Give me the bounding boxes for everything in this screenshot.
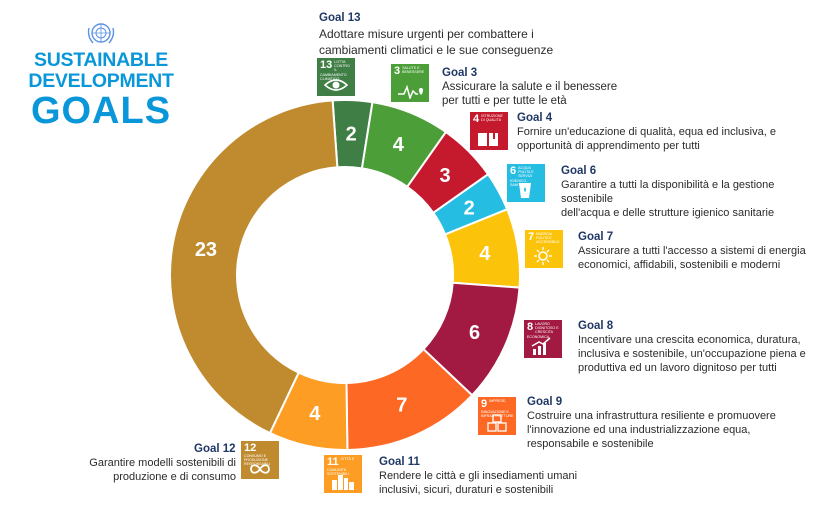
- sdg-logo: SUSTAINABLE DEVELOPMENT GOALS: [26, 20, 176, 130]
- goal-3-tile-text: Salute e benessere: [402, 66, 425, 75]
- goal-6-desc-2: dell'acqua e delle strutture igienico sa…: [561, 207, 775, 219]
- goal-9-tile-number: 9: [481, 398, 488, 410]
- water-glass-icon: [519, 183, 531, 198]
- goal-8-tile-number: 8: [527, 321, 534, 333]
- logo-line-development: DEVELOPMENT: [28, 70, 174, 92]
- donut-label-goal-11: 4: [309, 403, 321, 425]
- goal-13-tile-text: Lotta contro il cambiamento climatico: [320, 60, 350, 81]
- donut-label-goal-7: 4: [479, 243, 491, 265]
- goal-7-tile-text: Energia pulita e accessibile: [536, 232, 560, 245]
- goal-9-desc-3: responsabile e sostenibile: [527, 438, 654, 450]
- goal-12-tile-text: Consumo e produzione responsabili: [244, 454, 271, 467]
- goal-7-title: Goal 7: [578, 231, 614, 243]
- goal-3-text: Goal 3 Assicurare la salute e il benesse…: [442, 66, 617, 108]
- donut-label-goal-6: 2: [464, 197, 475, 219]
- donut-label-goal-9: 7: [396, 395, 407, 417]
- goal-3-desc-2: per tutti e per tutte le età: [442, 95, 567, 107]
- donut-label-goal-13: 2: [346, 124, 357, 146]
- goal-12-text: Goal 12 Garantire modelli sostenibili di…: [84, 442, 236, 484]
- goal-13-title: Goal 13: [319, 12, 361, 24]
- goal-12-desc-2: produzione e di consumo: [113, 471, 236, 483]
- goal-7-text: Goal 7 Assicurare a tutti l'accesso a si…: [578, 230, 806, 272]
- goal-8-text: Goal 8 Incentivare una crescita economic…: [578, 319, 806, 375]
- cubes-icon: [487, 414, 507, 432]
- goal-6-title: Goal 6: [561, 165, 597, 177]
- goal-6-tile-text: Acqua pulita e servizi igienico-sanitari: [510, 166, 534, 187]
- goal-6-text: Goal 6 Garantire a tutti la disponibilit…: [561, 164, 821, 220]
- eye-globe-icon: [324, 79, 348, 91]
- goal-11-tile-text: Città e comunità sostenibili: [327, 457, 355, 477]
- infinity-icon: [250, 464, 270, 474]
- logo-line-goals: GOALS: [30, 90, 172, 132]
- goal-13-text: Goal 13 Adottare misure urgenti per comb…: [319, 10, 553, 58]
- book-icon: [478, 131, 498, 146]
- goal-7-tile: 7 Energia pulita e accessibile: [525, 230, 563, 268]
- goal-9-desc-2: l'innovazione ed una industrializzazione…: [527, 424, 751, 436]
- goal-7-tile-number: 7: [528, 231, 535, 243]
- goal-4-text: Goal 4 Fornire un'educazione di qualità,…: [517, 111, 776, 153]
- un-emblem-icon: [87, 23, 115, 44]
- goal-12-title: Goal 12: [194, 443, 236, 455]
- goal-8-title: Goal 8: [578, 320, 614, 332]
- goal-8-desc-2: inclusiva e sostenibile, un'occupazione …: [578, 348, 806, 360]
- goal-8-tile-text: Lavoro dignitoso e crescita economica: [527, 322, 559, 339]
- goal-6-tile-number: 6: [510, 165, 517, 177]
- goal-6-desc-1: Garantire a tutti la disponibilità e la …: [561, 179, 775, 205]
- goal-9-title: Goal 9: [527, 396, 563, 408]
- heartbeat-icon: [398, 85, 423, 99]
- goal-11-desc-2: inclusivi, sicuri, duraturi e sostenibil…: [379, 484, 554, 496]
- goal-13-tile-number: 13: [320, 59, 333, 71]
- goal-3-title: Goal 3: [442, 67, 478, 79]
- goal-13-tile: 13 Lotta contro il cambiamento climatico: [317, 58, 355, 96]
- donut-label-goal-12: 23: [195, 239, 217, 261]
- goal-4-desc-1: Fornire un'educazione di qualità, equa e…: [517, 126, 776, 138]
- goal-13-desc-2: cambiamenti climatici e le sue conseguen…: [319, 43, 554, 57]
- goal-7-desc-1: Assicurare a tutti l'accesso a sistemi d…: [578, 245, 806, 257]
- donut-label-goal-4: 3: [440, 165, 451, 187]
- goal-9-text: Goal 9 Costruire una infrastruttura resi…: [527, 395, 776, 451]
- goal-12-desc-1: Garantire modelli sostenibili di: [89, 457, 236, 469]
- goal-4-tile: 4 Istruzione di qualità: [470, 112, 508, 150]
- goal-8-desc-3: produttiva ed un lavoro dignitoso per tu…: [578, 362, 777, 374]
- goal-8-tile: 8 Lavoro dignitoso e crescita economica: [524, 320, 562, 358]
- goal-8-desc-1: Incentivare una crescita economica, dura…: [578, 334, 801, 346]
- goal-4-tile-number: 4: [473, 113, 480, 125]
- goal-3-desc-1: Assicurare la salute e il benessere: [442, 81, 618, 93]
- goal-11-text: Goal 11 Rendere le città e gli insediame…: [379, 455, 577, 497]
- donut-label-goal-3: 4: [393, 134, 405, 156]
- goal-4-tile-text: Istruzione di qualità: [481, 114, 503, 123]
- goal-11-tile-number: 11: [327, 456, 339, 468]
- goal-13-desc-1: Adottare misure urgenti per combattere i: [319, 27, 534, 41]
- goal-11-desc-1: Rendere le città e gli insediamenti uman…: [379, 470, 578, 482]
- growth-chart-icon: [531, 337, 551, 355]
- goal-9-tile-text: Imprese, innovazione e infrastrutture: [481, 399, 514, 419]
- goal-3-tile: 3 Salute e benessere: [391, 64, 429, 102]
- goal-4-desc-2: opportunità di apprendimento per tutti: [517, 140, 700, 152]
- donut-label-goal-8: 6: [469, 322, 480, 344]
- goal-6-tile: 6 Acqua pulita e servizi igienico-sanita…: [507, 164, 545, 202]
- goal-12-tile-number: 12: [244, 442, 257, 454]
- donut-slice-goal-12: [169, 99, 339, 435]
- city-icon: [332, 475, 354, 490]
- goal-9-desc-1: Costruire una infrastruttura resiliente …: [527, 410, 776, 422]
- goal-11-title: Goal 11: [379, 456, 420, 468]
- goal-11-tile: 11 Città e comunità sostenibili: [324, 455, 362, 493]
- goal-7-desc-2: economici, affidabili, sostenibili e mod…: [578, 259, 781, 271]
- logo-line-sustainable: SUSTAINABLE: [34, 49, 168, 71]
- goal-4-title: Goal 4: [517, 112, 553, 124]
- goal-3-tile-number: 3: [394, 65, 401, 77]
- sun-power-icon: [534, 247, 552, 265]
- goal-12-tile: 12 Consumo e produzione responsabili: [241, 441, 279, 479]
- goal-9-tile: 9 Imprese, innovazione e infrastrutture: [478, 397, 516, 435]
